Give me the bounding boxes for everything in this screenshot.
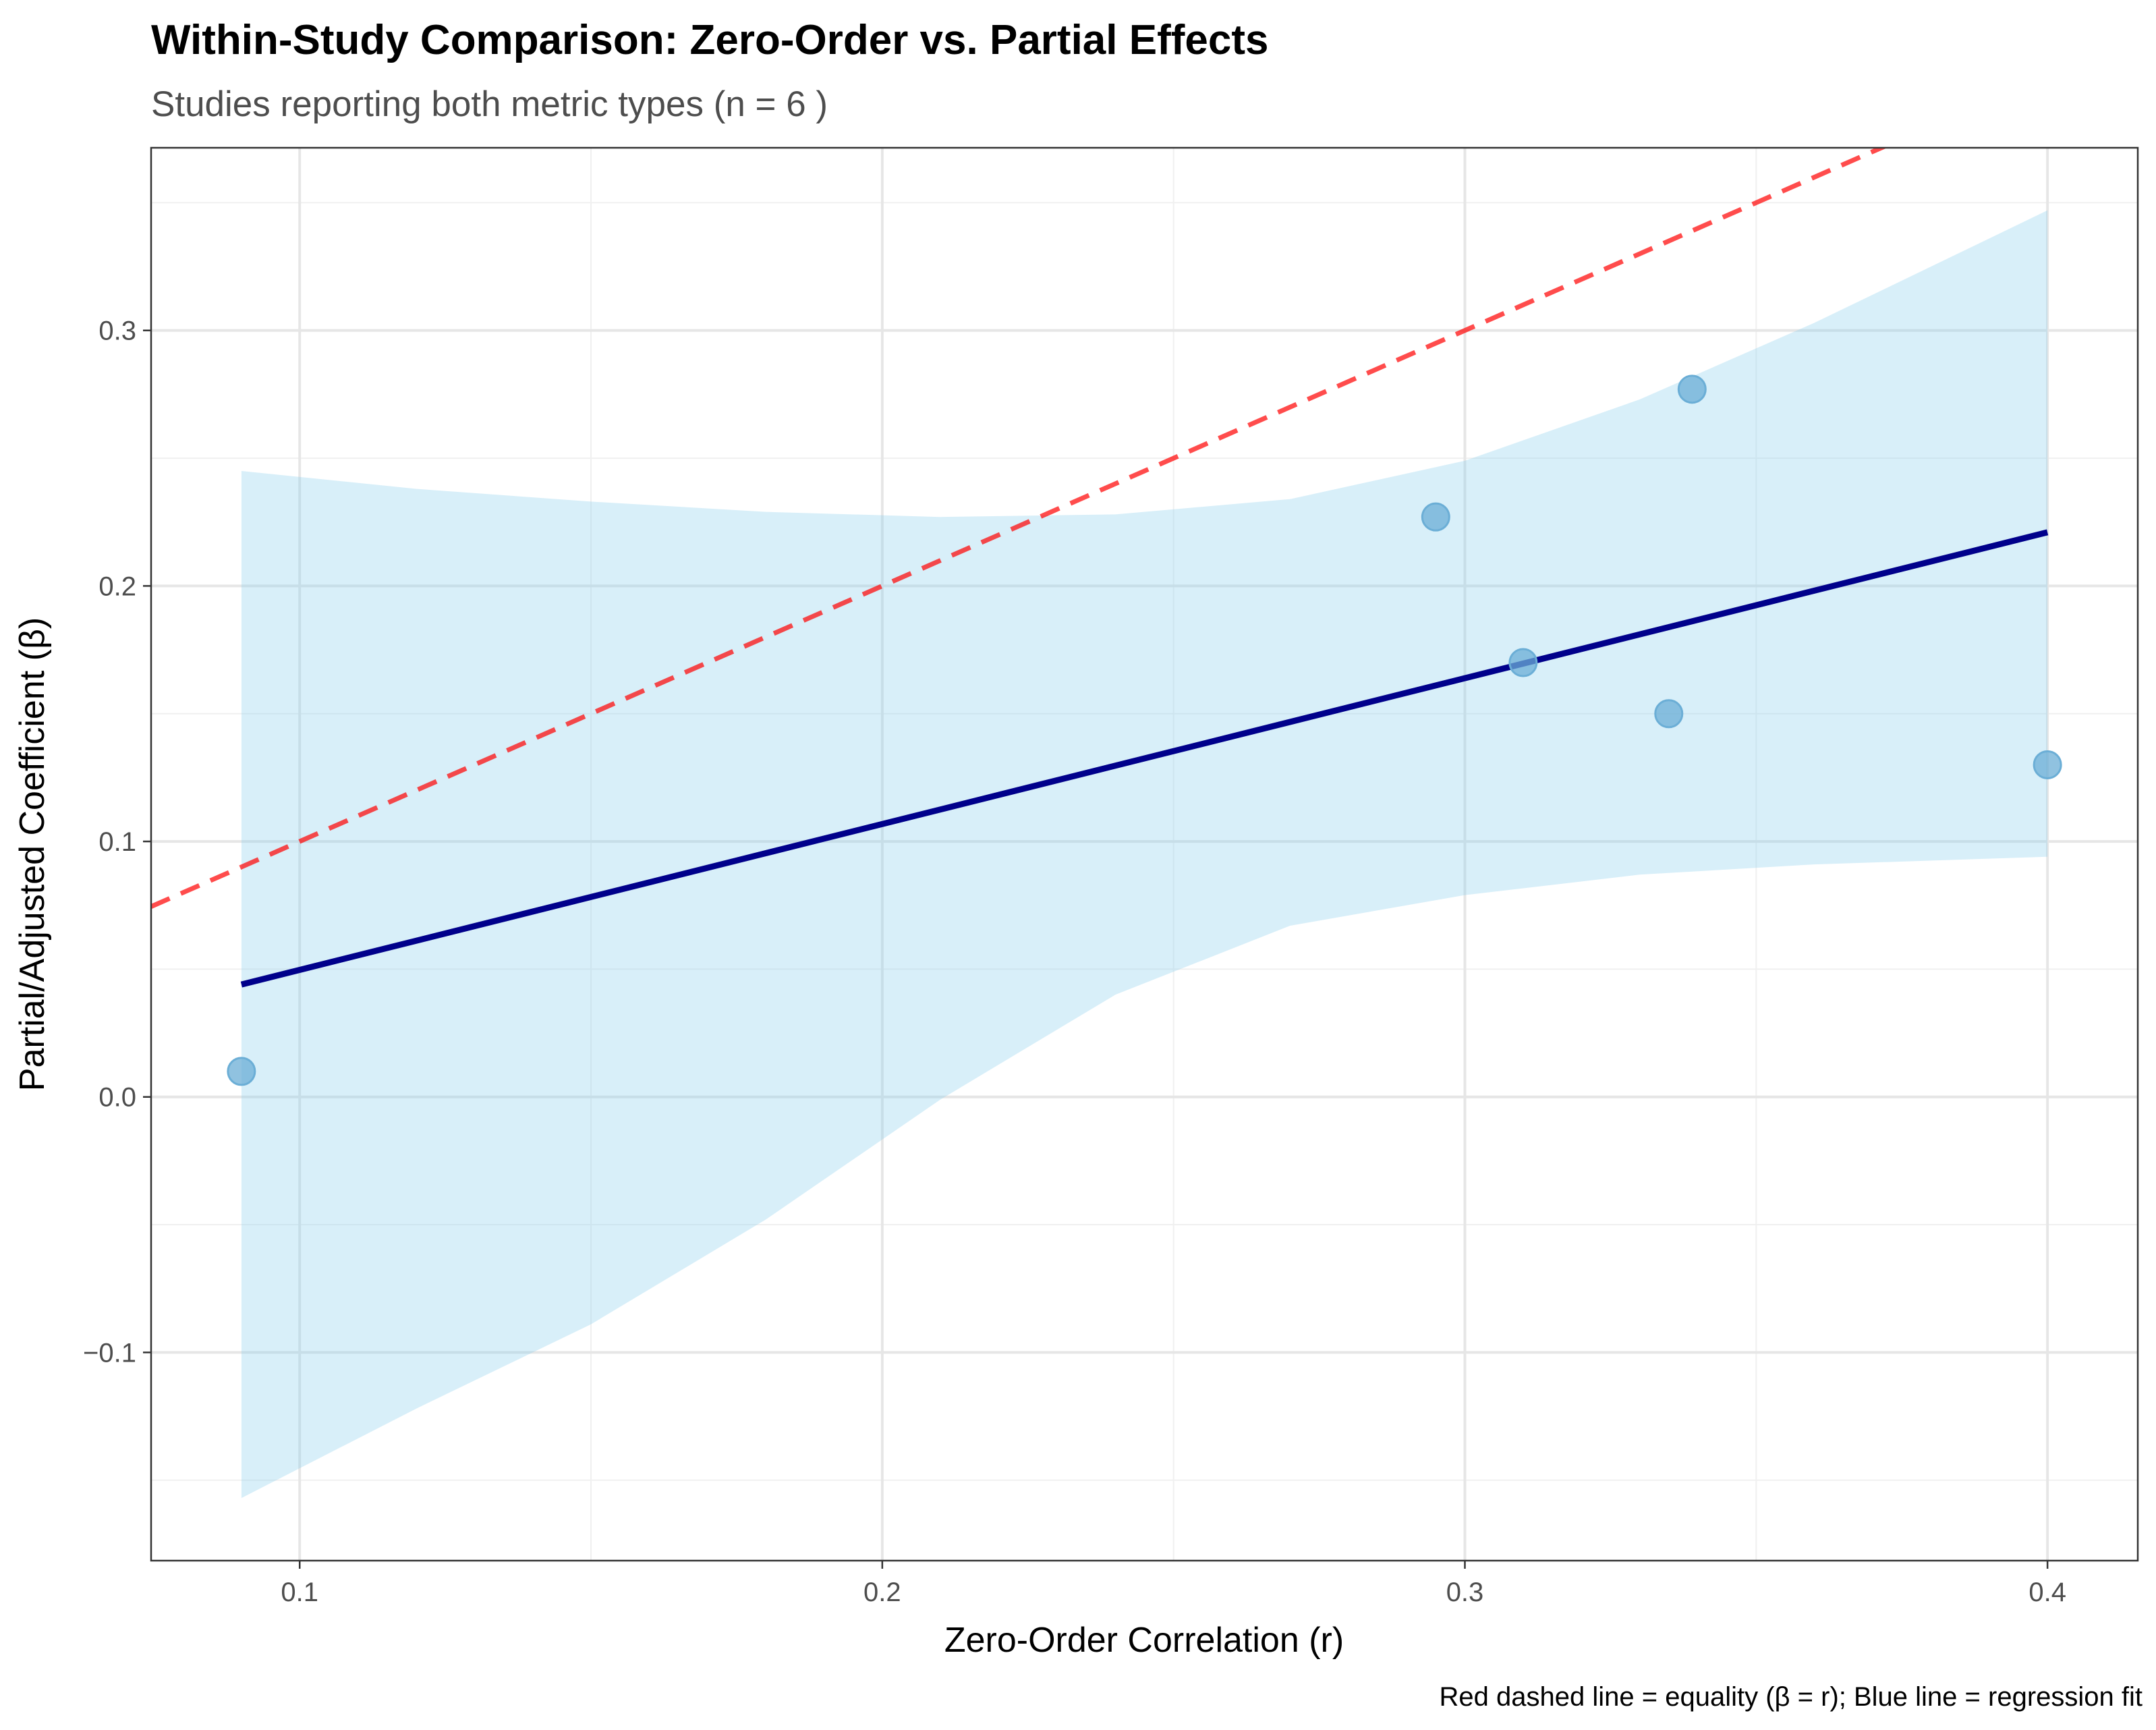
data-point xyxy=(2033,750,2062,779)
grid xyxy=(151,148,2138,1561)
y-axis-title: Partial/Adjusted Coefficient (β) xyxy=(13,617,52,1091)
plot-area xyxy=(151,148,2062,1499)
panel-border xyxy=(150,146,2139,1562)
data-point xyxy=(1654,699,1684,729)
confidence-band xyxy=(241,210,2048,1499)
chart-caption: Red dashed line = equality (β = r); Blue… xyxy=(1440,1682,2143,1712)
y-tick-label: 0.1 xyxy=(98,827,136,857)
x-tick-label: 0.4 xyxy=(2029,1578,2066,1607)
data-point xyxy=(1421,502,1450,532)
data-point xyxy=(227,1057,256,1086)
chart-subtitle: Studies reporting both metric types (n =… xyxy=(151,84,828,124)
y-tick-label: 0.0 xyxy=(98,1083,136,1113)
equality-line xyxy=(151,148,1888,909)
x-axis-title: Zero-Order Correlation (r) xyxy=(944,1621,1344,1660)
regression-line xyxy=(240,529,2049,988)
y-tick-label: −0.1 xyxy=(83,1338,136,1368)
y-tick-label: 0.3 xyxy=(98,316,136,346)
x-tick-label: 0.1 xyxy=(281,1578,318,1607)
data-point xyxy=(1677,374,1707,404)
x-tick-label: 0.3 xyxy=(1446,1578,1484,1607)
chart-title: Within-Study Comparison: Zero-Order vs. … xyxy=(151,17,1268,63)
data-point xyxy=(1508,648,1538,677)
y-tick-label: 0.2 xyxy=(98,571,136,601)
axes: 0.1 0.2 0.3 0.4 −0.1 0.0 0.1 0.2 0.3 xyxy=(83,316,2066,1607)
x-tick-label: 0.2 xyxy=(863,1578,901,1607)
